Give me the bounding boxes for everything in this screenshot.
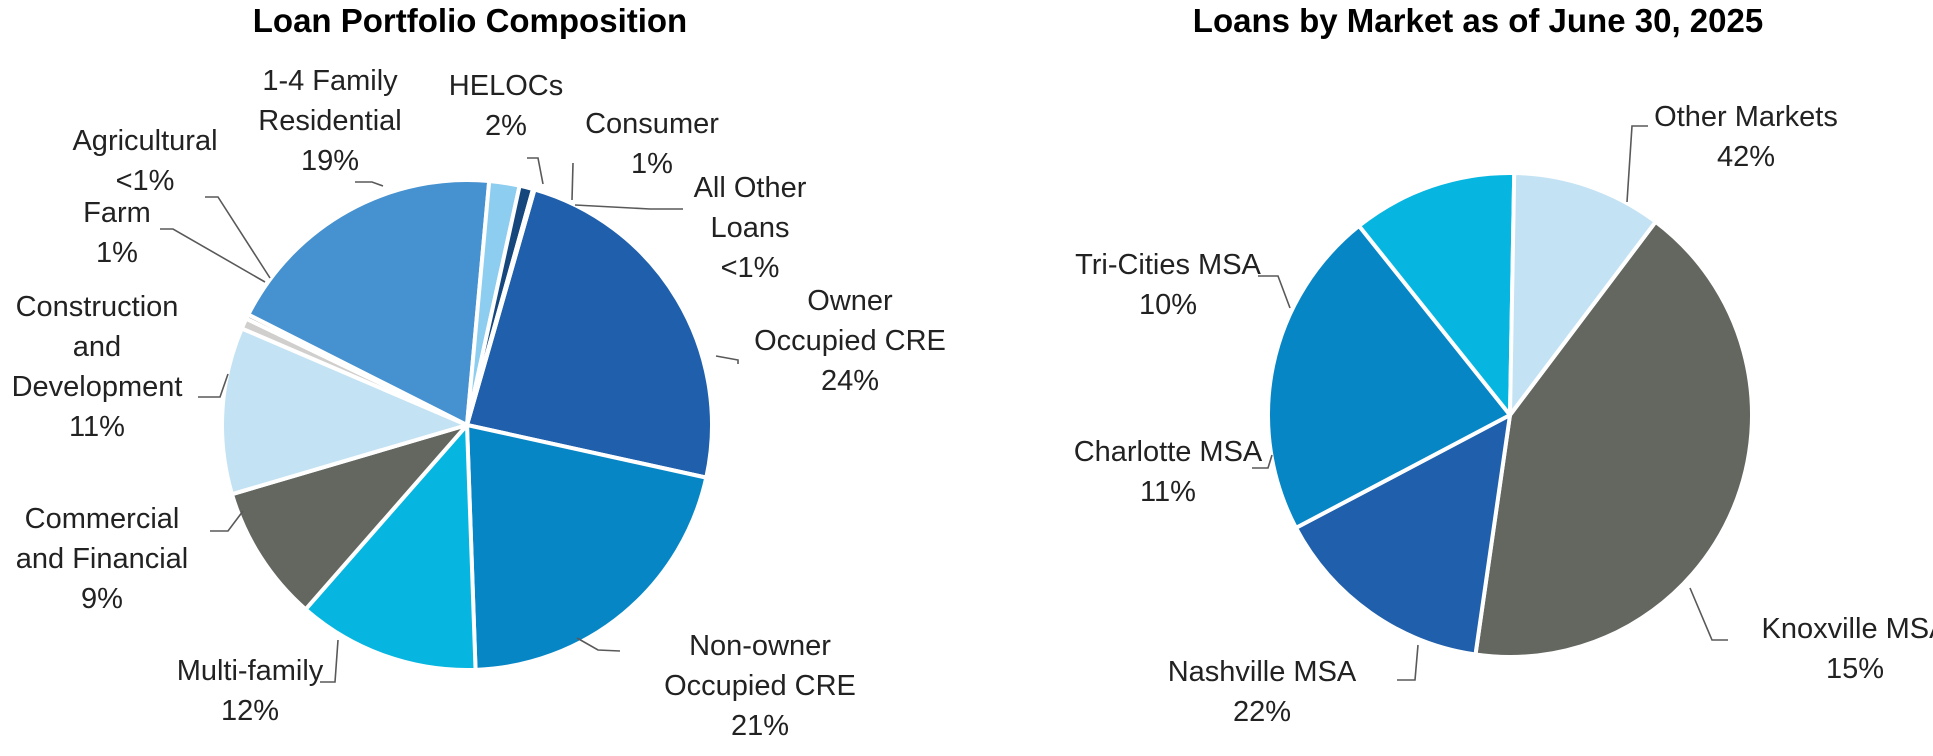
data-label-line: 22% bbox=[1233, 696, 1291, 728]
data-label-line: Tri-Cities MSA bbox=[1075, 249, 1261, 281]
pie-slice-tri-cities-msa bbox=[1508, 171, 1658, 417]
data-label-non-owner-occupied-cre: Non-owner Occupied CRE 21% bbox=[664, 630, 856, 742]
data-label-line: Construction bbox=[16, 291, 179, 323]
data-label-line: All Other bbox=[694, 172, 807, 204]
pie-slice-other-markets bbox=[1473, 219, 1754, 659]
data-label-commercial-and-financial: Commercial and Financial 9% bbox=[16, 503, 189, 615]
data-label-knoxville-msa: Knoxville MSA 15% bbox=[1762, 613, 1933, 685]
data-label-line: 42% bbox=[1717, 141, 1775, 173]
leader-line-farm bbox=[160, 228, 266, 283]
data-label-line: 1% bbox=[96, 237, 138, 269]
data-label-line: Occupied CRE bbox=[664, 670, 856, 702]
data-label-line: <1% bbox=[721, 252, 780, 284]
data-label-multi-family: Multi-family 12% bbox=[177, 655, 324, 727]
data-label-line: Occupied CRE bbox=[754, 325, 946, 357]
data-label-line: 1-4 Family bbox=[262, 65, 398, 97]
data-label-line: Residential bbox=[258, 105, 401, 137]
pie-slice-all-other-loans bbox=[465, 187, 537, 427]
data-label-line: <1% bbox=[116, 165, 175, 197]
data-label-line: Development bbox=[12, 371, 183, 403]
data-label-line: Charlotte MSA bbox=[1074, 436, 1263, 468]
data-label-line: 12% bbox=[221, 695, 279, 727]
data-label-line: Knoxville MSA bbox=[1762, 613, 1933, 645]
pie-portfolio: Owner Occupied CRE 24% Non-owner Occupied CR… bbox=[12, 65, 946, 742]
leader-line-1-4-family-residential bbox=[355, 181, 384, 187]
chart-title-market: Loans by Market as of June 30, 2025 bbox=[1193, 2, 1763, 39]
data-label-agricultural: Agricultural <1% bbox=[72, 125, 217, 197]
leader-line-tri-cities-msa bbox=[1258, 275, 1291, 309]
data-label-owner-occupied-cre: Owner Occupied CRE 24% bbox=[754, 285, 946, 397]
leader-line-construction-and-development bbox=[198, 373, 229, 398]
leader-line-owner-occupied-cre bbox=[715, 355, 739, 364]
data-label-charlotte-msa: Charlotte MSA 11% bbox=[1074, 436, 1263, 508]
pie-slice-non-owner-occupied-cre bbox=[465, 423, 709, 672]
pie-slice-1-4-family-residential bbox=[246, 178, 492, 427]
leader-line-non-owner-occupied-cre bbox=[576, 637, 621, 652]
data-label-line: 11% bbox=[69, 411, 125, 443]
data-label-farm: Farm 1% bbox=[83, 197, 151, 269]
data-label-line: Loans bbox=[710, 212, 789, 244]
data-label-line: Commercial bbox=[25, 503, 180, 535]
leader-line-knoxville-msa bbox=[1689, 587, 1728, 641]
data-label-line: Other Markets bbox=[1654, 101, 1838, 133]
data-label-construction-and-development: Construction and Development 11% bbox=[12, 291, 183, 443]
data-label-line: Non-owner bbox=[689, 630, 831, 662]
data-label-line: Nashville MSA bbox=[1168, 656, 1357, 688]
pie-slice-charlotte-msa bbox=[1357, 171, 1517, 417]
data-label-other-markets: Other Markets 42% bbox=[1654, 101, 1838, 173]
data-label-all-other-loans: All Other Loans <1% bbox=[694, 172, 807, 284]
pie-market: Other Markets 42% Knoxville MSA 15% Nashvill… bbox=[1074, 101, 1933, 728]
pie-slice-knoxville-msa bbox=[1293, 413, 1512, 657]
data-label-line: 21% bbox=[731, 710, 789, 742]
data-label-line: 11% bbox=[1140, 476, 1196, 508]
leader-line-helocs bbox=[527, 157, 544, 185]
data-label-line: 9% bbox=[81, 583, 123, 615]
data-label-line: and Financial bbox=[16, 543, 189, 575]
leader-line-nashville-msa bbox=[1397, 644, 1419, 681]
data-label-line: 10% bbox=[1139, 289, 1197, 321]
pie-slice-commercial-and-financial bbox=[229, 423, 469, 612]
data-label-line: Farm bbox=[83, 197, 151, 229]
leader-line-multi-family bbox=[320, 639, 339, 683]
data-label-tri-cities-msa: Tri-Cities MSA 10% bbox=[1075, 249, 1261, 321]
data-label-line: Agricultural bbox=[72, 125, 217, 157]
data-label-line: 15% bbox=[1826, 653, 1884, 685]
data-label-line: HELOCs bbox=[449, 70, 563, 102]
data-label-line: Owner bbox=[807, 285, 893, 317]
data-label-line: Multi-family bbox=[177, 655, 324, 687]
pie-slice-nashville-msa bbox=[1266, 223, 1512, 530]
data-label-line: 2% bbox=[485, 110, 527, 142]
data-label-helocs: HELOCs 2% bbox=[449, 70, 563, 142]
leader-line-commercial-and-financial bbox=[210, 510, 244, 532]
pie-slice-construction-and-development bbox=[220, 326, 469, 497]
chart-title-portfolio: Loan Portfolio Composition bbox=[253, 2, 687, 39]
data-label-consumer: Consumer 1% bbox=[585, 108, 719, 180]
data-label-line: 1% bbox=[631, 148, 673, 180]
data-label-line: Consumer bbox=[585, 108, 719, 140]
data-label-line: and bbox=[73, 331, 121, 363]
leader-line-agricultural bbox=[205, 196, 271, 279]
leader-line-charlotte-msa bbox=[1252, 454, 1273, 469]
leader-line-all-other-loans bbox=[574, 204, 683, 210]
data-label-nashville-msa: Nashville MSA 22% bbox=[1168, 656, 1357, 728]
pie-slice-multi-family bbox=[303, 423, 478, 672]
leader-line-consumer bbox=[571, 162, 574, 201]
data-label-line: 19% bbox=[301, 145, 359, 177]
data-label-line: 24% bbox=[821, 365, 879, 397]
leader-line-other-markets bbox=[1626, 125, 1648, 203]
data-label-1-4-family-residential: 1-4 Family Residential 19% bbox=[258, 65, 401, 177]
